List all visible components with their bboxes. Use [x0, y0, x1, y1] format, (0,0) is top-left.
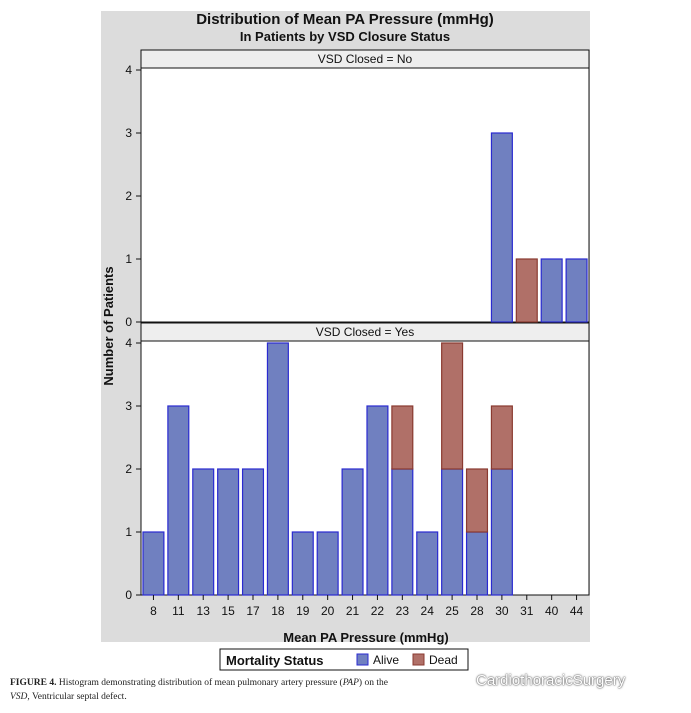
y-tick-label: 0: [125, 315, 132, 329]
y-tick-label: 4: [125, 336, 132, 350]
bar-alive-44: [565, 258, 588, 323]
y-tick-label: 3: [125, 126, 132, 140]
panel-header-label: VSD Closed = No: [318, 52, 413, 66]
x-tick-label: 24: [421, 604, 435, 618]
figure-caption: FIGURE 4. Histogram demonstrating distri…: [10, 676, 682, 704]
x-tick-label: 20: [321, 604, 335, 618]
x-tick-label: 21: [346, 604, 360, 618]
caption-label: FIGURE 4.: [10, 678, 57, 688]
chart-title: Distribution of Mean PA Pressure (mmHg): [196, 11, 494, 28]
bar-alive-17: [241, 468, 265, 596]
bar-dead-31: [515, 258, 538, 323]
panel-1: VSD Closed = No 0 1 2 3 4: [125, 49, 590, 329]
bar-alive-21: [341, 468, 364, 596]
x-tick-label: 8: [150, 604, 157, 618]
y-tick-label: 3: [125, 399, 132, 413]
bar-dead-28: [465, 468, 489, 533]
y-tick-label: 2: [125, 189, 132, 203]
bar-alive-15: [217, 468, 240, 596]
bar-alive-30: [490, 468, 513, 596]
bar-dead-30: [490, 405, 513, 470]
chart-subtitle: In Patients by VSD Closure Status: [240, 29, 450, 44]
x-tick-label: 44: [570, 604, 584, 618]
bar-alive-18: [266, 342, 289, 596]
x-tick-label: 22: [371, 604, 385, 618]
bar-alive-23: [391, 468, 414, 596]
watermark-text: CardiothoracicSurgery: [476, 671, 626, 689]
y-tick-label: 2: [125, 462, 132, 476]
bar-alive-28: [465, 531, 489, 596]
bar-dead-25: [441, 342, 464, 470]
y-tick-label: 1: [125, 525, 132, 539]
legend-box: [219, 648, 469, 671]
bar-alive-30: [490, 132, 513, 323]
bar-alive-8: [142, 531, 165, 596]
x-tick-label: 28: [470, 604, 484, 618]
bar-alive-13: [192, 468, 215, 596]
caption-text-2: ) on the: [358, 678, 388, 688]
x-tick-label: 18: [271, 604, 285, 618]
x-tick-label: 40: [545, 604, 559, 618]
caption-line2-abbr: VSD: [10, 692, 28, 702]
x-tick-label: 17: [246, 604, 260, 618]
x-tick-label: 30: [495, 604, 509, 618]
y-axis-label: Number of Patients: [101, 266, 116, 385]
y-tick-label: 4: [125, 63, 132, 77]
y-tick-label: 0: [125, 588, 132, 602]
caption-line2-text: , Ventricular septal defect.: [27, 692, 127, 702]
bar-dead-23: [391, 405, 414, 470]
panel-plot-area: [140, 67, 590, 323]
legend-label-dead: Dead: [429, 653, 458, 667]
bar-alive-11: [167, 405, 190, 596]
bar-alive-20: [316, 531, 339, 596]
panel-header-label: VSD Closed = Yes: [316, 325, 414, 339]
x-axis-ticks: 8 11 13 15 17 18 19 20 21 22 23 24 25 28 30 31 40 44: [150, 595, 584, 618]
x-tick-label: 13: [197, 604, 211, 618]
x-tick-label: 11: [172, 604, 185, 618]
panel-2: VSD Closed = Yes 0 1 2 3 4: [125, 322, 590, 602]
x-tick-label: 25: [445, 604, 459, 618]
bar-alive-24: [416, 531, 439, 596]
caption-text-1: Histogram demonstrating distribution of …: [58, 678, 343, 688]
x-tick-label: 19: [296, 604, 310, 618]
y-tick-label: 1: [125, 252, 132, 266]
bar-alive-22: [366, 405, 389, 596]
x-axis-label: Mean PA Pressure (mmHg): [283, 630, 448, 645]
chart-panels: VSD Closed = No 0 1 2 3 4 VSD Closed = Yes 0 1 2 3…: [125, 49, 590, 602]
legend: Mortality Status Alive Dead: [219, 648, 469, 671]
caption-abbr: PAP: [342, 678, 359, 688]
legend-title: Mortality Status: [226, 653, 324, 668]
legend-label-alive: Alive: [373, 653, 399, 667]
x-tick-label: 15: [221, 604, 235, 618]
bar-alive-19: [291, 531, 314, 596]
watermark: CardiothoracicSurgery: [450, 669, 625, 691]
x-tick-label: 31: [520, 604, 534, 618]
legend-swatch-alive: [356, 653, 369, 666]
wechat-icon: [450, 671, 471, 689]
legend-swatch-dead: [412, 653, 425, 666]
panel-plot-area: [140, 340, 590, 596]
x-tick-label: 23: [396, 604, 410, 618]
bar-alive-40: [540, 258, 563, 323]
bar-alive-25: [441, 468, 464, 596]
